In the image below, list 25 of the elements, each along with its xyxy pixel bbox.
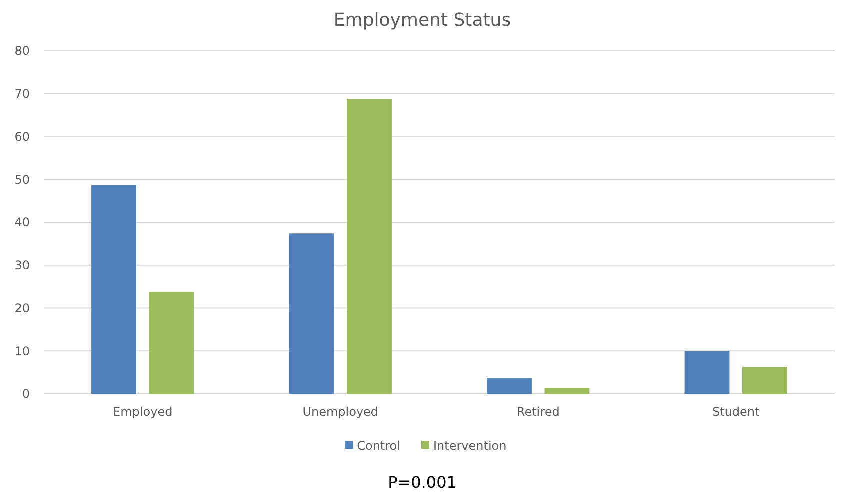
chart-title: Employment Status xyxy=(334,10,512,31)
x-tick-label: Student xyxy=(712,405,760,419)
x-tick-label: Unemployed xyxy=(302,405,379,419)
y-tick-label: 60 xyxy=(14,130,30,144)
legend-label: Intervention xyxy=(434,439,507,454)
bar xyxy=(289,234,334,394)
bar xyxy=(684,351,730,394)
bar xyxy=(347,99,392,394)
y-tick-label: 80 xyxy=(14,44,30,58)
text: P=0.001 xyxy=(388,473,457,492)
y-tick-label: 70 xyxy=(14,87,30,102)
y-tick-label: 40 xyxy=(14,216,30,230)
bar xyxy=(544,388,590,394)
y-tick-label: 20 xyxy=(14,301,30,316)
bar xyxy=(487,378,532,394)
y-tick-label: 30 xyxy=(14,258,30,273)
bar xyxy=(742,366,788,394)
x-tick-label: Retired xyxy=(516,405,560,419)
legend-label: Control xyxy=(357,439,400,454)
bar xyxy=(149,292,194,394)
y-tick-label: 0 xyxy=(22,387,30,402)
y-tick-label: 50 xyxy=(14,172,30,187)
y-tick-label: 10 xyxy=(14,344,30,358)
bar xyxy=(92,185,136,394)
x-tick-label: Employed xyxy=(113,405,173,419)
